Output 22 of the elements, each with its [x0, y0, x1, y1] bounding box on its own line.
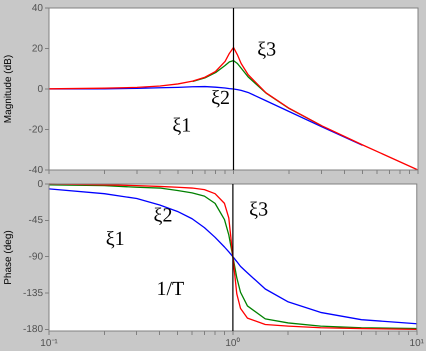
annotation: ξ2 — [154, 204, 172, 227]
x-tick-label: 10⁻¹ — [40, 338, 58, 349]
y-tick-label: -135 — [22, 288, 44, 299]
y-tick-label: 20 — [32, 43, 44, 54]
y-tick-label: 0 — [37, 84, 44, 95]
annotation: ξ3 — [249, 198, 268, 221]
x-tick-label: 10⁰ — [225, 336, 240, 349]
annotation: ξ1 — [106, 228, 125, 250]
y-tick-label: 40 — [32, 2, 44, 14]
y-tick-label: -180 — [22, 324, 44, 336]
y-tick-label: -45 — [28, 215, 44, 226]
y-tick-label: -20 — [28, 124, 44, 136]
annotation: ξ1 — [172, 114, 192, 137]
y-axis-title: Phase (deg) — [2, 230, 14, 285]
y-tick-label: -90 — [28, 251, 44, 262]
y-axis-title: Magnitude (dB) — [2, 54, 14, 124]
annotation: 1/T — [156, 278, 184, 300]
annotation: ξ3 — [257, 38, 276, 60]
y-tick-label: -40 — [28, 164, 44, 176]
x-tick-label: 10¹ — [410, 338, 425, 349]
y-tick-label: 0 — [37, 178, 44, 190]
annotation: ξ2 — [211, 86, 230, 109]
